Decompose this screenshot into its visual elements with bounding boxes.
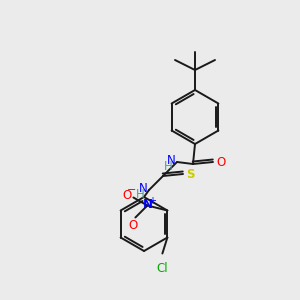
Text: O: O (216, 155, 225, 169)
Text: O: O (129, 219, 138, 232)
Text: S: S (186, 167, 194, 181)
Text: H: H (136, 188, 144, 200)
Text: H: H (164, 160, 172, 172)
Text: N: N (167, 154, 176, 167)
Text: O: O (123, 189, 132, 202)
Text: Cl: Cl (157, 262, 168, 275)
Text: +: + (148, 196, 156, 206)
Text: N: N (139, 182, 148, 196)
Text: −: − (127, 184, 136, 194)
Text: N: N (142, 198, 152, 211)
